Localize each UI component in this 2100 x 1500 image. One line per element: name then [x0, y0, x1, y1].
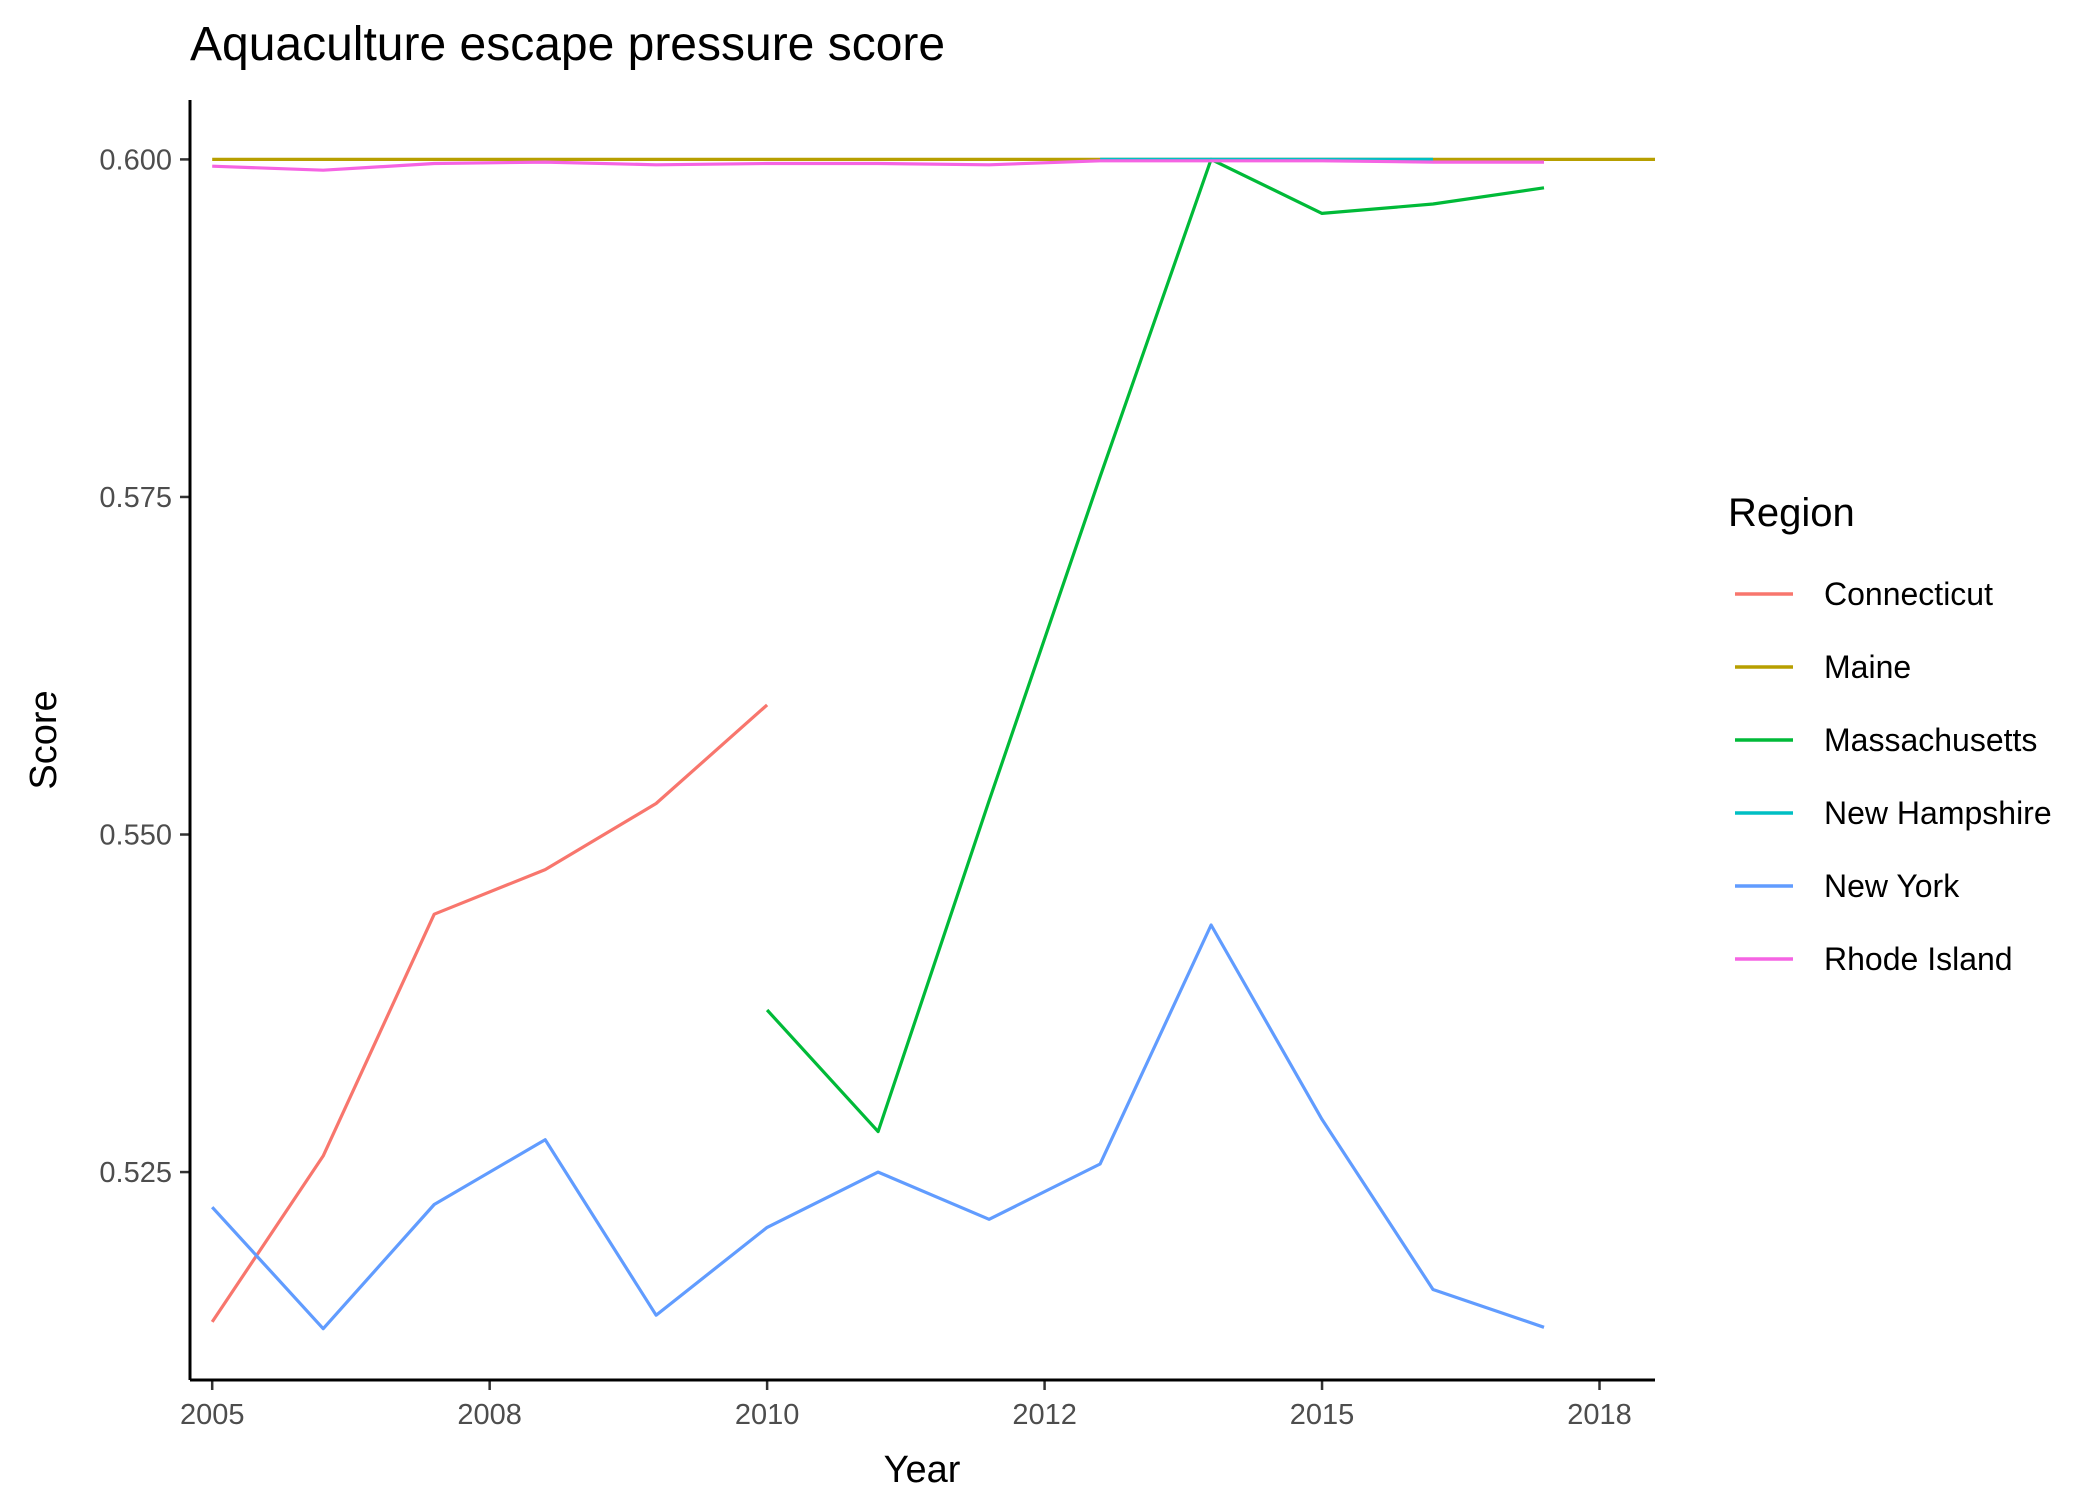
y-tick-label: 0.600 [99, 144, 172, 176]
x-tick-label: 2015 [1290, 1399, 1355, 1431]
x-tick-label: 2012 [1012, 1399, 1077, 1431]
y-axis-title: Score [23, 690, 65, 789]
legend-label-maine: Maine [1824, 649, 1911, 685]
x-axis-ticks: 2005 2008 2010 2012 2015 2018 [180, 1380, 1632, 1431]
plot-area: 0.525 0.550 0.575 0.600 2005 2008 2010 2012 201… [99, 100, 1655, 1431]
series-line-connecticut [210, 703, 769, 1323]
y-tick-label: 0.575 [99, 482, 172, 514]
series-line-new-york [211, 923, 1545, 1331]
y-tick-label: 0.525 [99, 1157, 172, 1189]
x-tick-label: 2010 [735, 1399, 800, 1431]
x-tick-label: 2018 [1567, 1399, 1632, 1431]
legend: Region Connecticut Maine Massachusetts New … [1728, 491, 2052, 977]
series-line-rhode-island [212, 159, 1544, 172]
legend-label-rhode-island: Rhode Island [1824, 941, 2013, 977]
chart-title: Aquaculture escape pressure score [190, 18, 945, 71]
legend-items: Connecticut Maine Massachusetts New Hampshi… [1735, 576, 2052, 977]
y-tick-label: 0.550 [99, 820, 172, 852]
series-line-massachusetts [765, 157, 1545, 1134]
x-tick-label: 2008 [457, 1399, 522, 1431]
legend-label-connecticut: Connecticut [1824, 576, 1993, 612]
legend-title: Region [1728, 491, 1855, 535]
x-axis-title: Year [884, 1449, 961, 1491]
y-axis-ticks: 0.525 0.550 0.575 0.600 [99, 144, 190, 1189]
series-lines [210, 157, 1655, 1331]
legend-label-massachusetts: Massachusetts [1824, 722, 2037, 758]
legend-label-new-hampshire: New Hampshire [1824, 795, 2052, 831]
x-tick-label: 2005 [180, 1399, 245, 1431]
legend-label-new-york: New York [1824, 868, 1960, 904]
